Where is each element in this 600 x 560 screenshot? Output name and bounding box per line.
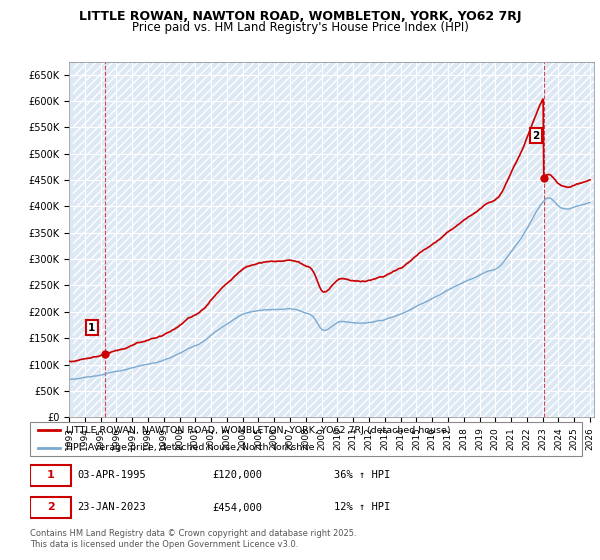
- Text: Contains HM Land Registry data © Crown copyright and database right 2025.
This d: Contains HM Land Registry data © Crown c…: [30, 529, 356, 549]
- Text: 1: 1: [88, 323, 95, 333]
- Text: 2: 2: [532, 131, 539, 141]
- Text: 12% ↑ HPI: 12% ↑ HPI: [334, 502, 390, 512]
- Text: 2: 2: [47, 502, 55, 512]
- Text: 23-JAN-2023: 23-JAN-2023: [77, 502, 146, 512]
- Text: HPI: Average price, detached house, North Yorkshire: HPI: Average price, detached house, Nort…: [66, 443, 314, 452]
- Text: £120,000: £120,000: [212, 470, 262, 480]
- Text: £454,000: £454,000: [212, 502, 262, 512]
- Text: LITTLE ROWAN, NAWTON ROAD, WOMBLETON, YORK, YO62 7RJ (detached house): LITTLE ROWAN, NAWTON ROAD, WOMBLETON, YO…: [66, 426, 451, 435]
- Text: 36% ↑ HPI: 36% ↑ HPI: [334, 470, 390, 480]
- Text: LITTLE ROWAN, NAWTON ROAD, WOMBLETON, YORK, YO62 7RJ: LITTLE ROWAN, NAWTON ROAD, WOMBLETON, YO…: [79, 10, 521, 23]
- Text: 03-APR-1995: 03-APR-1995: [77, 470, 146, 480]
- Text: 1: 1: [47, 470, 55, 480]
- Text: Price paid vs. HM Land Registry's House Price Index (HPI): Price paid vs. HM Land Registry's House …: [131, 21, 469, 34]
